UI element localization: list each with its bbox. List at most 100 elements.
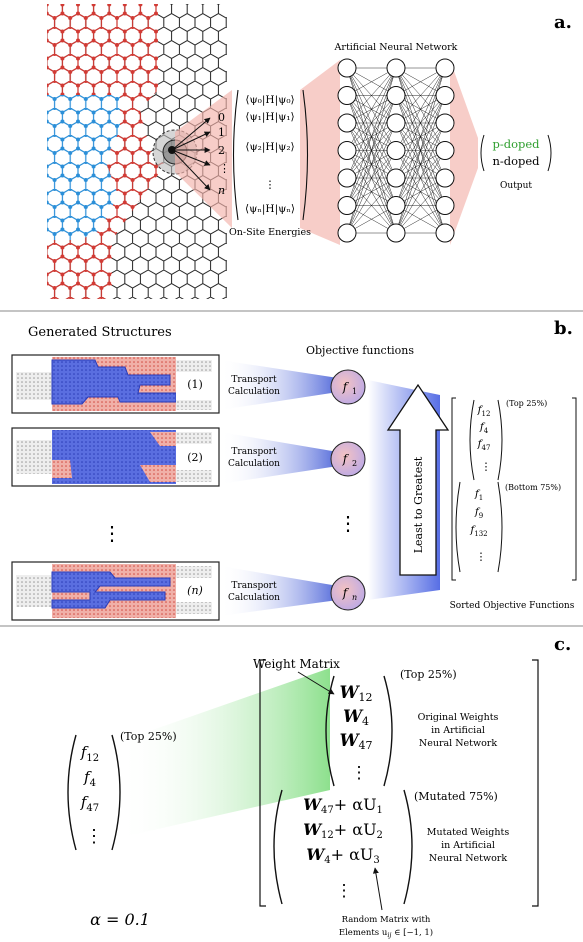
ann-node bbox=[386, 141, 406, 160]
objective-ball-1: f 1 bbox=[330, 369, 366, 405]
objective-ball-n: f n bbox=[330, 575, 366, 611]
objective-title: Objective functions bbox=[306, 344, 414, 357]
panel-a-label: a. bbox=[554, 12, 572, 33]
sorted-objectives: f12 f4 f47 ⋮ f1 f9 f132 ⋮ (Top 25%) (Bot… bbox=[450, 397, 577, 611]
top-25-label: (Top 25%) bbox=[506, 399, 547, 408]
ann-node bbox=[435, 113, 455, 133]
energies-caption: On-Site Energies bbox=[229, 227, 311, 238]
energies-fan bbox=[175, 90, 232, 228]
mutated-desc-line: in Artificial bbox=[441, 840, 495, 851]
panel-a: a. 0 1 2 ⋮ bbox=[0, 4, 583, 312]
ann-node bbox=[337, 196, 357, 215]
ann-edge bbox=[395, 122, 446, 234]
ann-node bbox=[435, 141, 455, 160]
mutated-weights-vdots: ⋮ bbox=[336, 881, 353, 901]
f-subscript: n bbox=[352, 593, 357, 602]
ann-edge bbox=[346, 177, 397, 234]
ann-node bbox=[386, 196, 406, 215]
ann-fan bbox=[300, 60, 340, 245]
generated-title: Generated Structures bbox=[28, 325, 172, 340]
sorted-bottom-entry: f9 bbox=[474, 506, 483, 520]
ann-edge bbox=[346, 67, 397, 124]
ann-edge bbox=[346, 67, 397, 151]
f-symbol: f bbox=[342, 380, 350, 394]
ann-title: Artificial Neural Network bbox=[334, 42, 458, 53]
sorted-top-entry: f4 bbox=[479, 421, 489, 435]
top-weight-entry: W4 bbox=[343, 707, 369, 728]
output-p-doped: p-doped bbox=[492, 137, 540, 151]
transport-fan-n bbox=[220, 566, 338, 616]
panel-b: b. Generated Structures Objective functi… bbox=[0, 318, 583, 627]
site-index: 1 bbox=[218, 126, 225, 139]
left-vector-vdots: ⋮ bbox=[85, 826, 103, 847]
mutated-desc-line: Neural Network bbox=[429, 853, 507, 864]
ann-edge bbox=[346, 122, 397, 234]
mutated-weight-entry: W12+ αU2 bbox=[303, 820, 383, 841]
transport-fan-2 bbox=[220, 432, 338, 484]
structure-index: (n) bbox=[187, 584, 203, 597]
ann-node bbox=[337, 141, 357, 160]
ann-node bbox=[435, 223, 455, 243]
site-index: 2 bbox=[218, 144, 225, 157]
energy-entry: ⋮ bbox=[265, 179, 276, 191]
output-caption: Output bbox=[500, 181, 532, 191]
transport-label: Transport bbox=[231, 581, 277, 591]
site-index: n bbox=[218, 184, 225, 197]
top-weights-label: (Top 25%) bbox=[400, 668, 457, 681]
ann-node bbox=[337, 223, 357, 243]
weight-matrix-label: Weight Matrix bbox=[253, 657, 340, 671]
left-vector-entry: f12 bbox=[80, 743, 99, 764]
energy-entry: ⟨ψ₀|H|ψ₀⟩ bbox=[245, 94, 294, 107]
ann-node bbox=[386, 168, 406, 188]
ann-node bbox=[337, 58, 357, 78]
structures-vdots: ⋮ bbox=[102, 521, 122, 545]
structure-1: (1) bbox=[11, 354, 220, 414]
output-fan bbox=[450, 60, 478, 245]
alpha-value: α = 0.1 bbox=[90, 910, 150, 929]
ann-edge bbox=[395, 67, 446, 151]
sorted-bottom-entry: f132 bbox=[469, 524, 487, 538]
top-weights-vdots: ⋮ bbox=[351, 763, 368, 783]
mutated-weight-entry: W4+ αU3 bbox=[306, 845, 380, 866]
random-matrix-arrow bbox=[372, 867, 383, 911]
transport-label: Transport bbox=[231, 375, 277, 385]
weight-matrix-arrow bbox=[297, 671, 335, 695]
site-index: 0 bbox=[218, 111, 225, 124]
ann-edge bbox=[395, 67, 446, 179]
left-vector-entry: f47 bbox=[80, 793, 99, 814]
top-desc-line: Neural Network bbox=[419, 738, 497, 749]
arrow-text: Least to Greatest bbox=[412, 456, 425, 553]
f-symbol: f bbox=[342, 452, 350, 466]
panel-c: c. Weight Matrix f12 f4 f47 ⋮ (Top 25%) bbox=[67, 634, 571, 939]
panel-c-label: c. bbox=[554, 634, 571, 655]
ann-node bbox=[386, 223, 406, 243]
output-n-doped: n-doped bbox=[492, 154, 540, 168]
top-weight-entry: W12 bbox=[339, 683, 372, 704]
panel-b-label: b. bbox=[554, 318, 573, 339]
top-weight-entry: W47 bbox=[339, 731, 372, 752]
site-index: ⋮ bbox=[219, 162, 230, 175]
energy-entry: ⟨ψₙ|H|ψₙ⟩ bbox=[245, 203, 295, 216]
ann-edge bbox=[395, 177, 446, 234]
ann-node bbox=[435, 168, 455, 188]
structure-n: (n) bbox=[11, 561, 220, 621]
sorted-top-entry: f12 bbox=[477, 404, 491, 418]
f-symbol: f bbox=[342, 586, 350, 600]
ann-edge bbox=[395, 150, 446, 234]
weights-matrix: W12 W4 W47 ⋮ (Top 25%) Original Weights … bbox=[259, 659, 539, 907]
ann-node bbox=[337, 113, 357, 133]
ann-edge bbox=[395, 67, 446, 124]
left-top-label: (Top 25%) bbox=[120, 730, 177, 743]
mutated-desc-line: Mutated Weights bbox=[427, 827, 510, 838]
transport-label: Calculation bbox=[228, 459, 280, 469]
structure-2: (2) bbox=[11, 427, 220, 487]
output-vector: p-doped n-doped Output bbox=[480, 134, 552, 191]
site-indices: 0 1 2 ⋮ n bbox=[218, 111, 230, 197]
left-vector-entry: f4 bbox=[83, 768, 96, 789]
f-subscript: 2 bbox=[352, 459, 357, 468]
least-to-greatest-arrow: Least to Greatest bbox=[386, 383, 450, 576]
top-desc-line: in Artificial bbox=[431, 725, 485, 736]
ann-node bbox=[386, 86, 406, 105]
bottom-75-label: (Bottom 75%) bbox=[505, 483, 561, 492]
